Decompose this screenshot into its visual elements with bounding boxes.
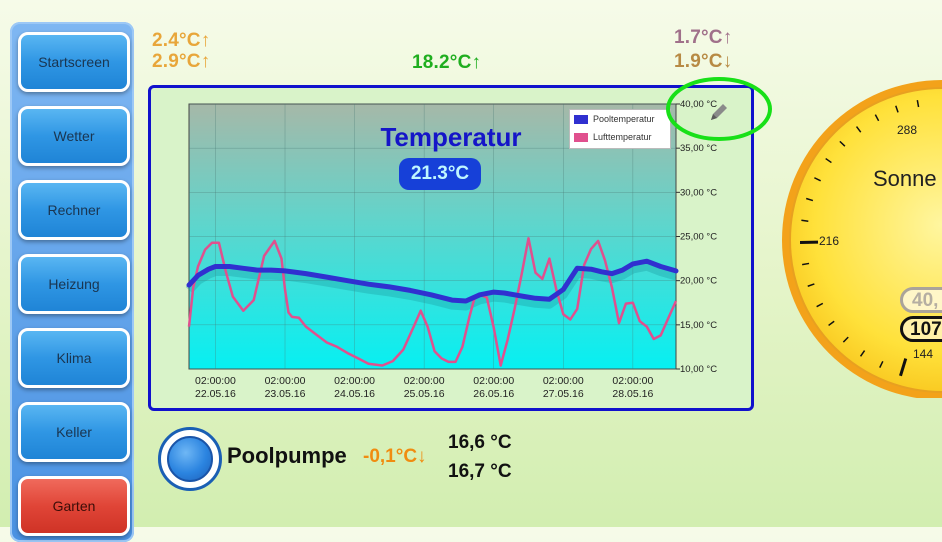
x-tick-date-label: 24.05.16 xyxy=(334,388,375,400)
y-tick-label: 15,00 °C xyxy=(680,320,717,331)
y-tick-label: 10,00 °C xyxy=(680,364,717,375)
legend-item-pool: Pooltemperatur xyxy=(574,114,655,124)
gauge-tick xyxy=(801,220,808,221)
pump-temperature-1: 16,6 °C xyxy=(448,432,512,454)
pool-pump-toggle-button[interactable] xyxy=(158,427,222,491)
gauge-primary-value: 107 xyxy=(900,316,942,342)
y-tick-label: 35,00 °C xyxy=(680,143,717,154)
y-tick-label: 20,00 °C xyxy=(680,276,717,287)
legend-swatch-air xyxy=(574,133,588,142)
x-tick-time-label: 02:00:00 xyxy=(612,375,653,387)
chart-title: Temperatur xyxy=(376,122,526,153)
x-tick-date-label: 23.05.16 xyxy=(265,388,306,400)
x-tick-time-label: 02:00:00 xyxy=(473,375,514,387)
gauge-tick-label: 216 xyxy=(819,234,839,248)
legend-item-air: Lufttemperatur xyxy=(574,132,652,142)
x-tick-date-label: 26.05.16 xyxy=(473,388,514,400)
x-tick-time-label: 02:00:00 xyxy=(404,375,445,387)
legend-label-pool: Pooltemperatur xyxy=(593,114,655,124)
x-tick-time-label: 02:00:00 xyxy=(334,375,375,387)
y-tick-label: 25,00 °C xyxy=(680,232,717,243)
pump-indicator-icon xyxy=(167,436,213,482)
x-tick-date-label: 22.05.16 xyxy=(195,388,236,400)
x-tick-date-label: 28.05.16 xyxy=(612,388,653,400)
x-tick-time-label: 02:00:00 xyxy=(195,375,236,387)
x-tick-time-label: 02:00:00 xyxy=(543,375,584,387)
gauge-title: Sonne xyxy=(873,166,937,192)
pump-temperature-2: 16,7 °C xyxy=(448,461,512,483)
pump-delta: -0,1°C↓ xyxy=(363,446,427,468)
current-temperature-badge: 21.3°C xyxy=(399,158,481,190)
x-tick-time-label: 02:00:00 xyxy=(265,375,306,387)
legend-swatch-pool xyxy=(574,115,588,124)
pump-label: Poolpumpe xyxy=(227,443,347,469)
legend-label-air: Lufttemperatur xyxy=(593,132,652,142)
gauge-secondary-value: 40, xyxy=(900,287,942,313)
gauge-tick-label: 144 xyxy=(913,347,933,361)
chart-legend: Pooltemperatur Lufttemperatur xyxy=(569,109,671,149)
x-tick-date-label: 27.05.16 xyxy=(543,388,584,400)
gauge-tick-label: 288 xyxy=(897,123,917,137)
x-tick-date-label: 25.05.16 xyxy=(404,388,445,400)
y-tick-label: 30,00 °C xyxy=(680,187,717,198)
pencil-icon[interactable] xyxy=(707,100,731,124)
